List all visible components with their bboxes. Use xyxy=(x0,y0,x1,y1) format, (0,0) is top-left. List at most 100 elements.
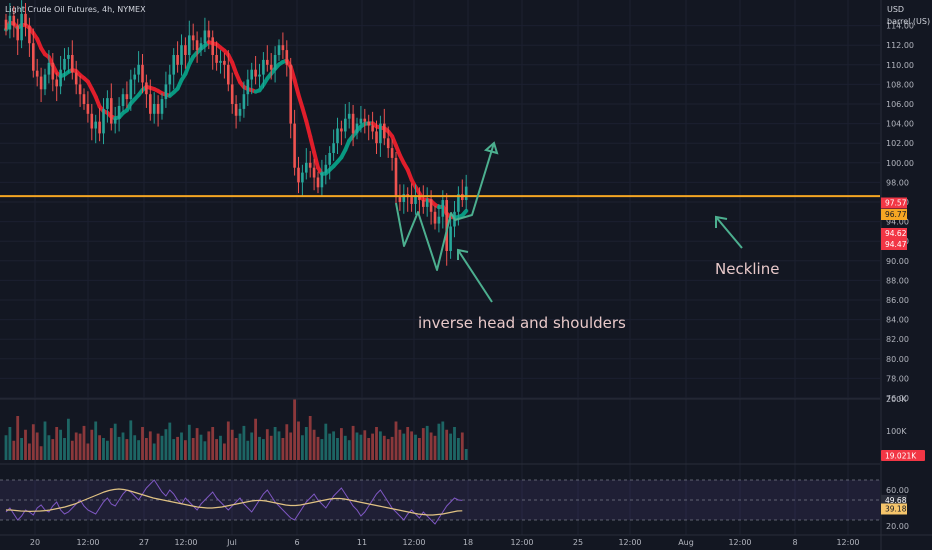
candle-body xyxy=(227,64,230,85)
price-tag-box xyxy=(881,197,907,209)
date-tick-label: 12:00 xyxy=(510,538,533,547)
volume-bar xyxy=(312,429,316,460)
price-tick-label: 80.00 xyxy=(886,355,909,364)
candle-body xyxy=(160,99,164,114)
candle-body xyxy=(51,62,55,80)
candle-body xyxy=(266,59,269,65)
volume-bar xyxy=(297,421,300,460)
volume-bar xyxy=(441,421,445,460)
date-tick-label: 6 xyxy=(294,538,299,547)
candle-body xyxy=(43,74,47,90)
volume-bar xyxy=(316,436,320,460)
candle-body xyxy=(156,104,160,114)
candlestick-series xyxy=(4,0,468,266)
candle-body xyxy=(106,98,109,109)
candle-body xyxy=(289,64,292,124)
candle-body xyxy=(437,216,441,224)
candle-body xyxy=(363,118,367,122)
volume-bar xyxy=(195,428,199,460)
volume-bar xyxy=(265,429,269,460)
currency-label: USD xyxy=(887,5,904,14)
volume-bar xyxy=(156,433,160,460)
date-tick-label: 12:00 xyxy=(728,538,751,547)
volume-bar xyxy=(262,439,265,460)
volume-bar xyxy=(8,427,12,460)
candle-body xyxy=(269,64,273,70)
candle-body xyxy=(375,131,378,144)
volume-bar xyxy=(324,423,328,460)
volume-bar xyxy=(226,421,230,460)
candle-body xyxy=(273,55,277,70)
price-tick-label: 78.00 xyxy=(886,374,909,383)
candle-body xyxy=(250,69,253,80)
candle-body xyxy=(223,60,226,65)
candle-body xyxy=(4,19,8,30)
candle-body xyxy=(355,123,359,134)
candle-body xyxy=(219,60,222,63)
date-tick-label: 25 xyxy=(573,538,583,547)
volume-bar xyxy=(355,432,359,460)
candle-body xyxy=(184,45,187,55)
volume-current-tag xyxy=(881,450,925,461)
volume-axis-label: 200K xyxy=(886,395,907,404)
volume-bar xyxy=(113,423,117,460)
price-tag-label: 94.62 xyxy=(885,229,907,238)
unit-label: barrel (US) xyxy=(887,17,930,26)
price-tick-label: 76.00 xyxy=(886,394,909,403)
candle-body xyxy=(410,197,413,204)
ma-segment xyxy=(304,119,313,139)
date-tick-label: 12:00 xyxy=(618,538,641,547)
candle-body xyxy=(312,167,316,178)
candle-body xyxy=(203,30,207,44)
candle-body xyxy=(425,199,429,207)
candle-body xyxy=(320,172,324,188)
date-tick-label: Jul xyxy=(226,538,237,547)
volume-bar xyxy=(332,431,335,460)
volume-bar xyxy=(363,430,367,460)
candle-body xyxy=(28,25,31,44)
date-tick-label: 8 xyxy=(792,538,797,547)
candle-body xyxy=(433,211,437,224)
volume-bar xyxy=(347,440,351,460)
volume-bar xyxy=(70,440,74,460)
volume-bar xyxy=(4,435,8,460)
volume-bar xyxy=(219,435,222,460)
time-axis[interactable]: 20 12:00 27 12:00 Jul 6 11 12:00 18 12:00 25 12:00 A… xyxy=(30,538,860,547)
candle-body xyxy=(191,35,195,41)
volume-bar xyxy=(375,427,378,460)
volume-bar xyxy=(184,440,187,460)
candle-body xyxy=(398,197,402,202)
candle-body xyxy=(242,94,246,109)
candle-body xyxy=(324,164,328,173)
volume-bar xyxy=(121,432,125,460)
volume-bar xyxy=(289,432,293,460)
volume-bar xyxy=(421,428,425,460)
neckline-pointer-arrow-head xyxy=(715,215,728,228)
candle-body xyxy=(254,69,257,77)
candle-body xyxy=(176,55,179,65)
volume-bar xyxy=(199,434,203,460)
volume-bar xyxy=(86,443,90,460)
candle-body xyxy=(383,123,386,139)
volume-bar xyxy=(238,433,242,460)
volume-bar xyxy=(379,431,382,460)
ma-segment xyxy=(300,105,309,124)
date-tick-label: 27 xyxy=(139,538,149,547)
candle-body xyxy=(230,84,234,104)
volume-bar xyxy=(223,443,226,460)
candle-body xyxy=(422,200,425,207)
volume-bar xyxy=(207,431,211,460)
volume-bar xyxy=(74,432,78,460)
candle-body xyxy=(277,45,281,55)
candle-body xyxy=(172,55,175,75)
volume-bar xyxy=(371,433,374,460)
volume-bar xyxy=(117,436,121,460)
candle-body xyxy=(94,121,97,129)
volume-bar xyxy=(98,435,101,460)
volume-bar xyxy=(285,424,289,460)
volume-bar xyxy=(51,439,55,460)
pattern-drawings[interactable] xyxy=(0,141,880,303)
volume-bar xyxy=(145,438,148,460)
volume-bar xyxy=(390,436,394,460)
